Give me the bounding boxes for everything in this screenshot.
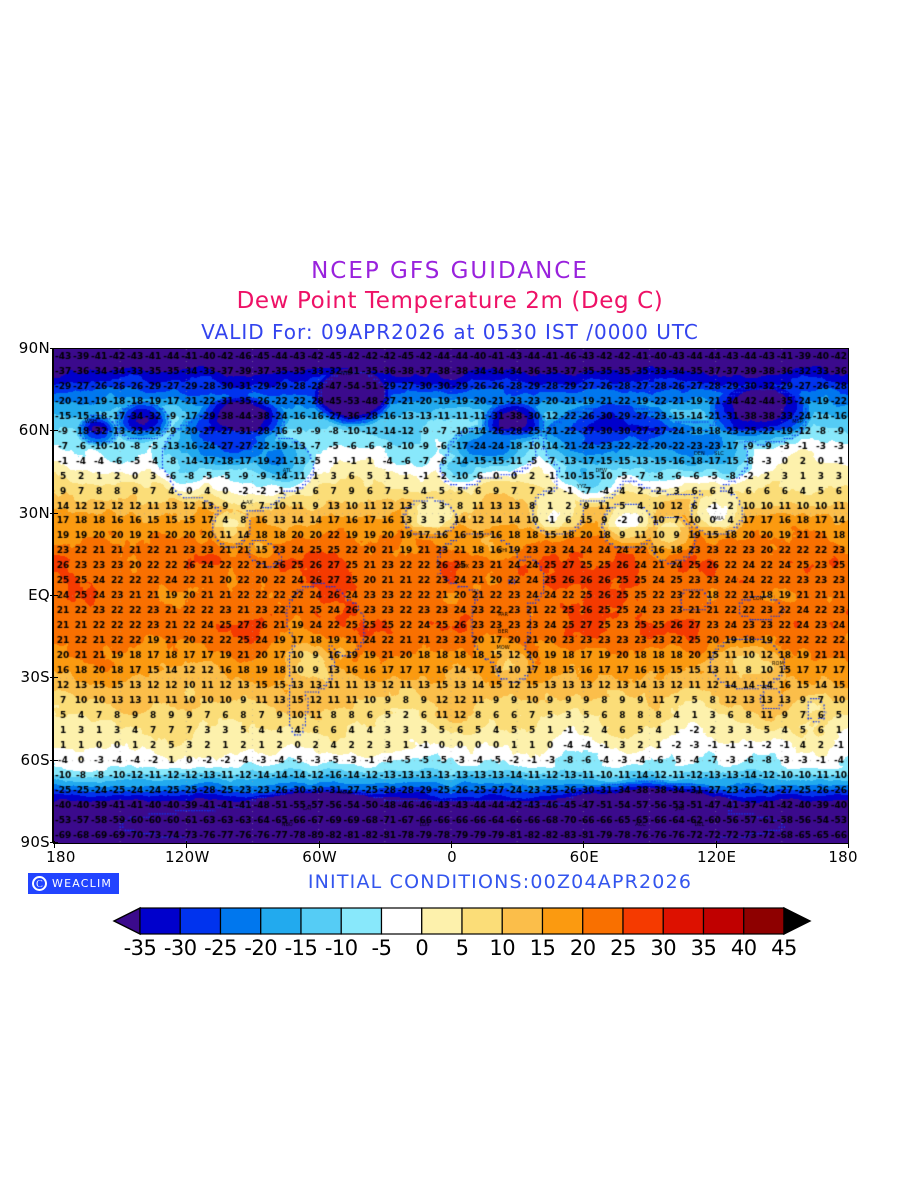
colorbar-tick-label: 40 [730, 936, 757, 960]
colorbar-band [340, 907, 383, 935]
colorbar: -35 -30 -25 -20 -15 -10 -5 0 5 10 15 20 25 30 35 40 45 [112, 906, 812, 960]
x-axis: 180 120W 60W 0 60E 120E 180 [46, 841, 858, 872]
colorbar-over-arrow [783, 906, 812, 936]
x-tick-mark [848, 841, 849, 848]
y-tick-mark [50, 677, 58, 679]
x-tick-label: 180 [46, 848, 76, 866]
y-tick-label: 90N [18, 339, 50, 357]
y-tick-label: EQ [28, 586, 50, 604]
copyright-icon: C [32, 876, 47, 891]
page-subtitle: Dew Point Temperature 2m (Deg C) [236, 288, 664, 314]
colorbar-tick-label: 0 [415, 936, 429, 960]
x-tick-label: 0 [447, 848, 457, 866]
colorbar-tick-label: -10 [324, 936, 358, 960]
colorbar-band [582, 907, 624, 935]
colorbar-tick-label: -20 [244, 936, 278, 960]
colorbar-tick-label: -25 [204, 936, 237, 960]
colorbar-tick-label: 25 [610, 936, 636, 960]
y-axis: 90N 60N 30N EQ 30S 60S 90S [0, 339, 58, 851]
logo-label: WEACLIM [52, 877, 113, 890]
y-tick-label: 30N [18, 503, 50, 522]
colorbar-band [743, 907, 785, 935]
initial-conditions-label: INITIAL CONDITIONS:00Z04APR2026 [307, 871, 693, 893]
valid-time-label: VALID For: 09APR2026 at 0530 IST /0000 U… [201, 320, 699, 344]
colorbar-tick-label: -5 [371, 936, 392, 960]
colorbar-tick-labels: -35 -30 -25 -20 -15 -10 -5 0 5 10 15 20 25 30 35 40 45 [112, 936, 812, 960]
x-tick-mark [715, 841, 717, 848]
colorbar-band [461, 907, 503, 935]
colorbar-tick-label: -15 [284, 936, 318, 960]
colorbar-band [421, 907, 463, 935]
colorbar-tick-label: 15 [529, 936, 556, 960]
y-tick-label: 30S [20, 668, 50, 687]
colorbar-tick-label: 5 [455, 936, 469, 960]
y-tick-mark [50, 759, 58, 761]
colorbar-band [260, 907, 302, 935]
y-tick-mark [50, 595, 58, 596]
y-tick-mark [50, 348, 58, 349]
weaclim-logo-badge: C WEACLIM [28, 873, 120, 894]
colorbar-band [702, 907, 745, 935]
colorbar-tick-label: 45 [771, 936, 797, 960]
colorbar-band [662, 907, 705, 935]
colorbar-swatches [112, 906, 812, 936]
y-tick-mark [50, 512, 58, 514]
x-tick-mark [318, 841, 320, 848]
x-tick-mark [54, 841, 55, 848]
colorbar-tick-label: 30 [650, 936, 677, 960]
y-tick-label: 60S [20, 750, 50, 769]
colorbar-tick-label: -35 [123, 936, 157, 960]
colorbar-band [622, 907, 664, 935]
y-tick-label: 90S [20, 833, 50, 851]
dewpoint-heatmap [53, 348, 849, 844]
colorbar-band [501, 907, 544, 935]
colorbar-band [541, 907, 584, 935]
y-tick-label: 60N [18, 421, 50, 440]
colorbar-band [219, 907, 262, 935]
colorbar-tick-label: 35 [690, 936, 717, 960]
colorbar-tick-label: 20 [569, 936, 596, 960]
colorbar-tick-label: 10 [489, 936, 516, 960]
colorbar-under-arrow [112, 906, 141, 936]
page-title: NCEP GFS GUIDANCE [311, 258, 589, 284]
y-tick-mark [50, 430, 58, 432]
x-tick-mark [451, 841, 452, 848]
x-tick-label: 60E [569, 848, 600, 866]
colorbar-band [139, 907, 181, 935]
x-tick-label: 180 [828, 848, 858, 866]
x-tick-label: 120W [164, 848, 210, 866]
colorbar-band [380, 907, 423, 935]
colorbar-band [300, 907, 342, 935]
x-tick-label: 120E [697, 848, 737, 866]
x-tick-mark [583, 841, 585, 848]
colorbar-tick-label: -30 [163, 936, 197, 960]
x-tick-mark [186, 841, 188, 848]
colorbar-band [179, 907, 222, 935]
map-plot-area [53, 348, 849, 844]
x-tick-label: 60W [302, 848, 338, 866]
